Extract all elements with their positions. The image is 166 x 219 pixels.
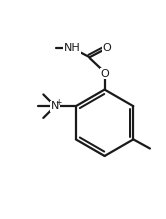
Text: O: O xyxy=(103,43,111,53)
Text: +: + xyxy=(56,97,62,106)
Text: O: O xyxy=(100,69,109,79)
Text: N: N xyxy=(51,101,59,111)
Text: NH: NH xyxy=(64,43,81,53)
